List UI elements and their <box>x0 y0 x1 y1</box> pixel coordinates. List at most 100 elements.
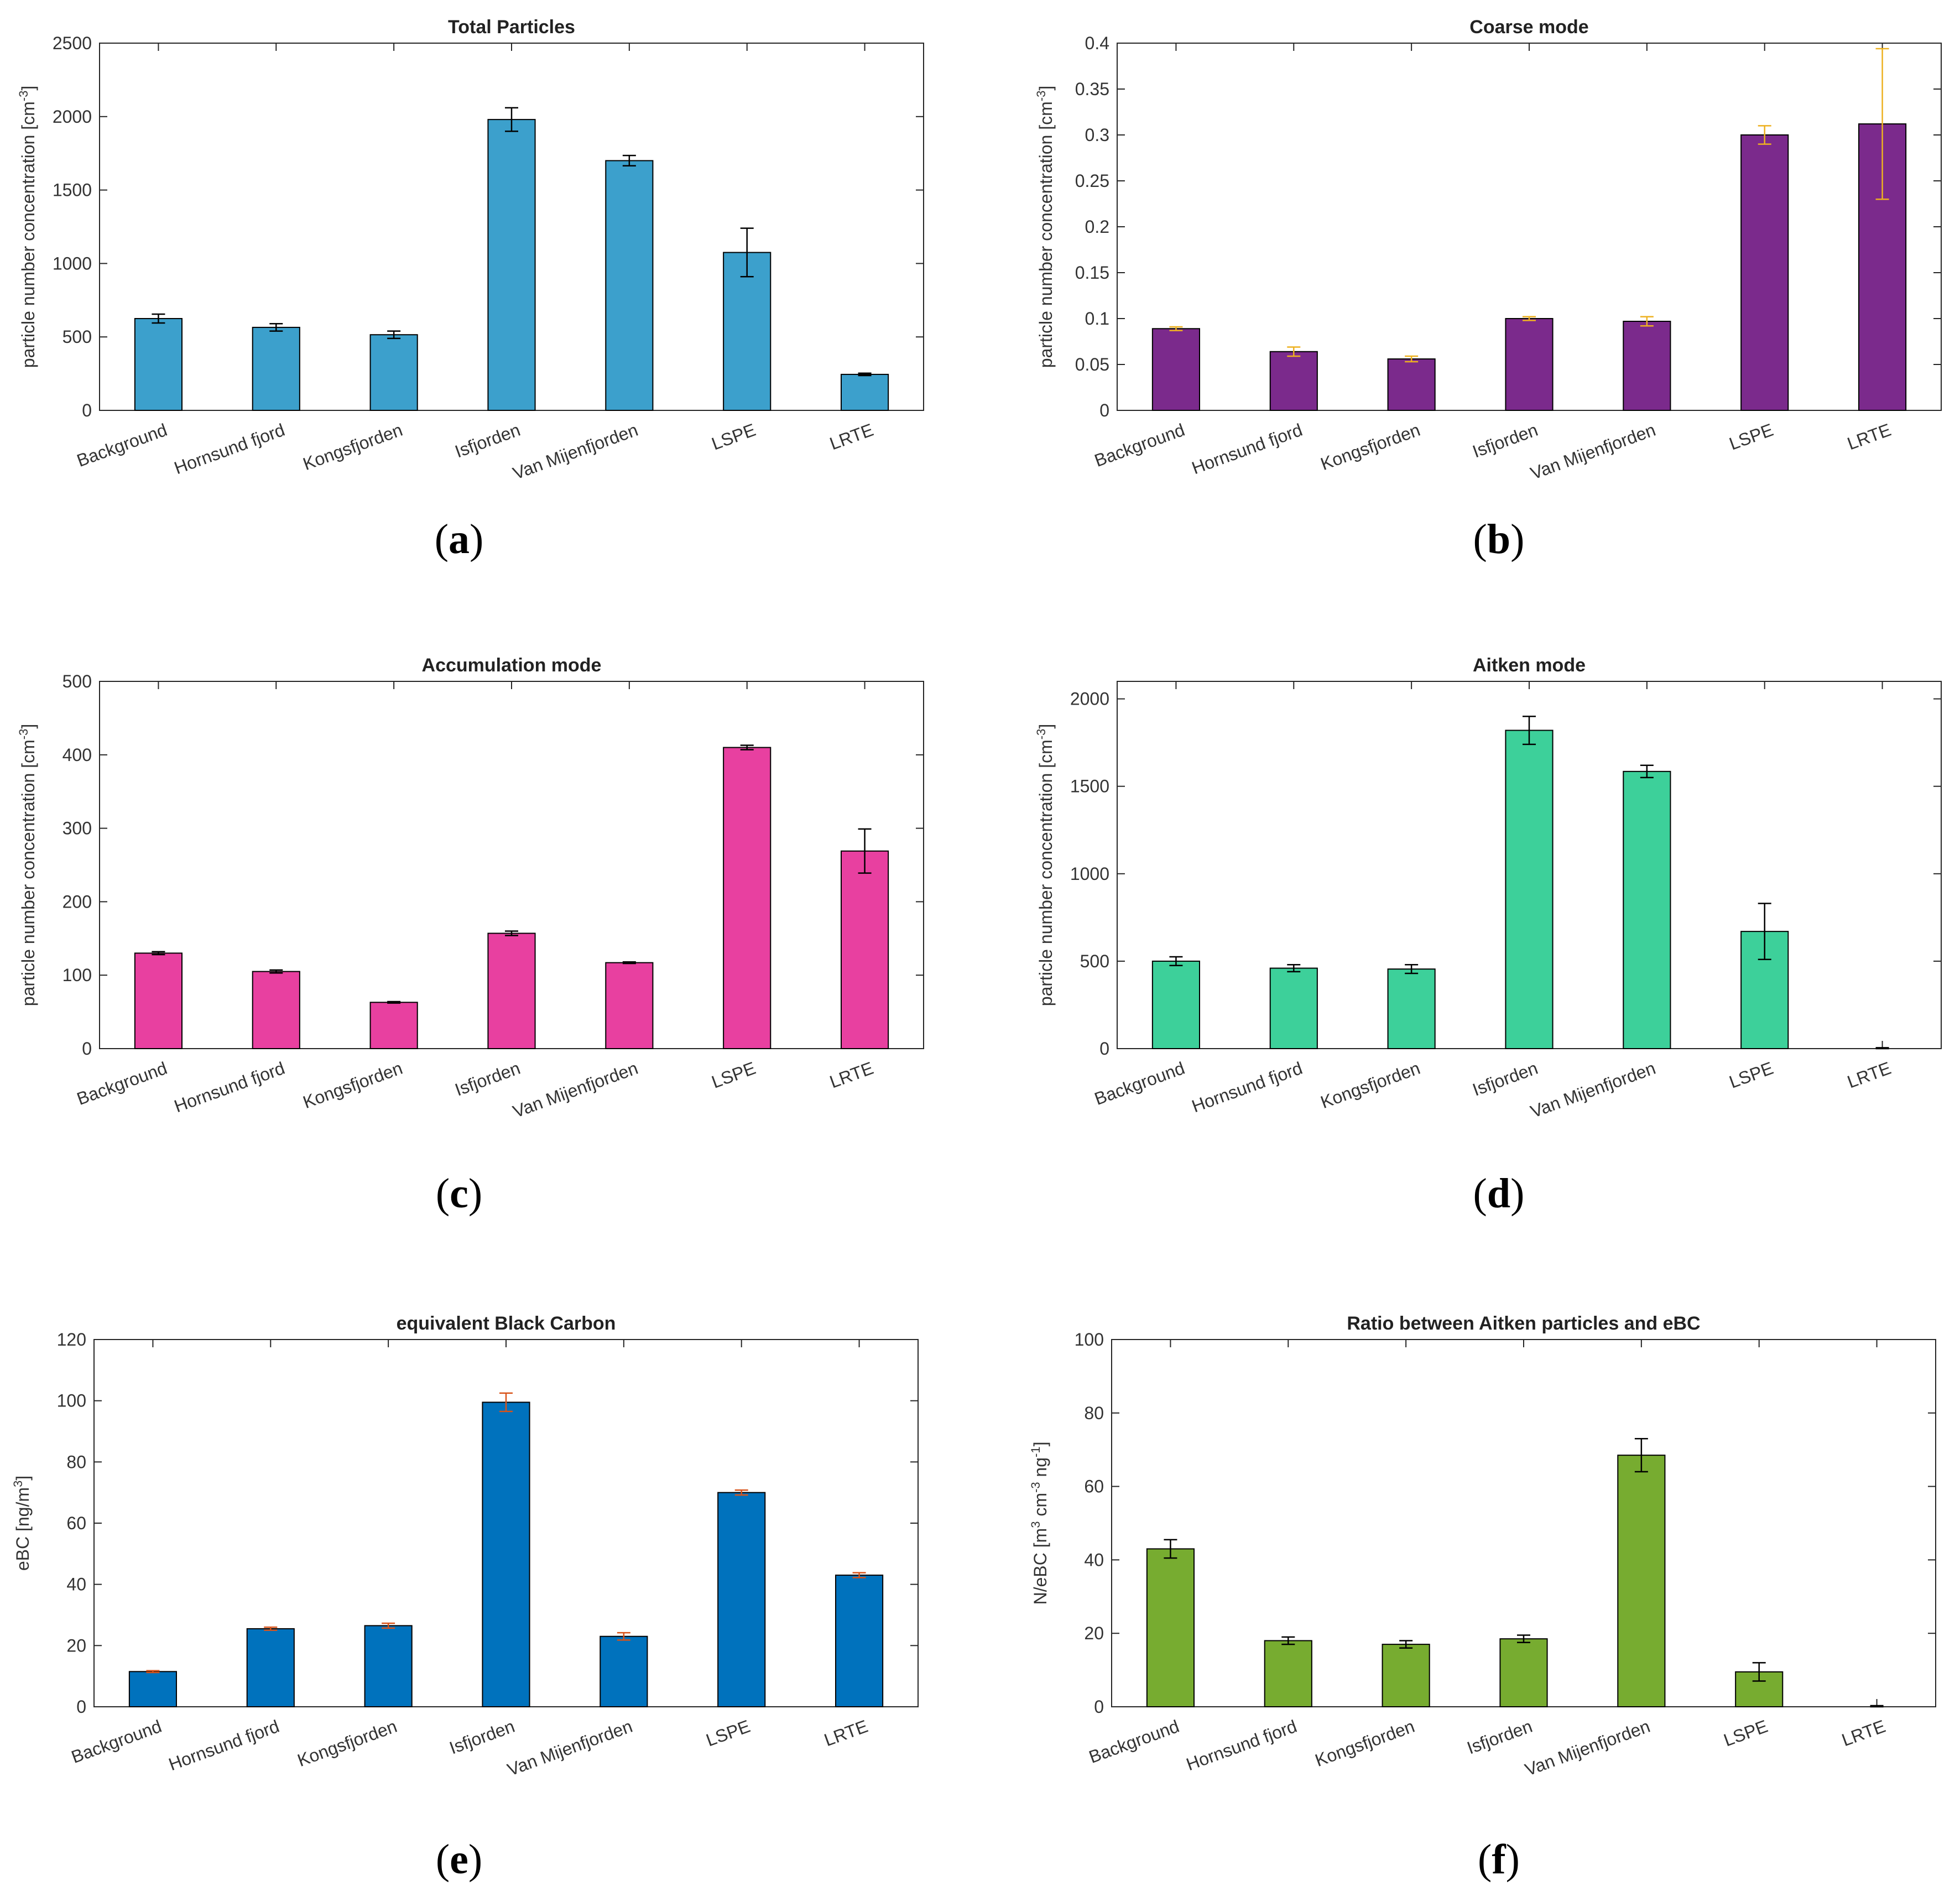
y-axis-label: particle number concentration [cm-3] <box>1034 86 1056 368</box>
y-tick-label: 500 <box>1080 951 1109 971</box>
bar <box>369 1002 418 1050</box>
y-axis-label: eBC [ng/m3] <box>11 1476 33 1571</box>
caption-paren: ( <box>435 516 449 562</box>
y-tick-label: 0.4 <box>1085 33 1109 53</box>
y-axis-label: particle number concentration [cm-3] <box>17 724 38 1006</box>
caption-paren: ) <box>470 516 483 562</box>
y-tick-label: 0 <box>82 1039 92 1059</box>
bar <box>600 1635 648 1708</box>
caption-letter: a <box>449 516 470 562</box>
bar <box>134 952 183 1049</box>
y-axis-label-part: N/eBC [m <box>1030 1528 1050 1605</box>
y-tick-label: 0.35 <box>1075 79 1109 99</box>
bar <box>1617 1455 1666 1707</box>
y-tick-label: 100 <box>62 965 92 985</box>
y-tick-label: 0 <box>1094 1697 1104 1717</box>
bar <box>1623 320 1671 411</box>
y-axis-label-part: ] <box>13 1476 33 1481</box>
chart-title: Ratio between Aitken particles and eBC <box>1347 1313 1700 1334</box>
y-tick-label: 0 <box>1099 400 1109 420</box>
panel-caption: (b) <box>1473 516 1525 562</box>
bar <box>717 1492 766 1708</box>
chart-title: Accumulation mode <box>422 655 602 676</box>
y-tick-label: 1000 <box>1070 864 1109 884</box>
y-axis-label-superscript: -3 <box>17 729 30 740</box>
chart-title: Total Particles <box>448 17 575 38</box>
y-axis-label-superscript: -3 <box>17 91 30 102</box>
y-tick-label: 100 <box>57 1391 86 1411</box>
y-axis-label-part: eBC [ng/m <box>13 1487 33 1571</box>
y-axis-label-superscript: -1 <box>1029 1446 1042 1457</box>
y-tick-label: 0 <box>82 400 92 420</box>
panel-caption: (e) <box>436 1836 482 1883</box>
bar <box>1740 134 1789 411</box>
caption-paren: ( <box>1478 1836 1492 1883</box>
y-axis-label-part: particle number concentration [cm <box>1036 101 1056 368</box>
y-axis-label-superscript: 3 <box>1029 1521 1042 1528</box>
y-tick-label: 40 <box>66 1575 86 1594</box>
caption-paren: ) <box>1510 516 1524 562</box>
caption-paren: ) <box>1506 1836 1520 1883</box>
caption-paren: ( <box>436 1170 450 1217</box>
bar <box>723 747 772 1049</box>
bar <box>246 1628 295 1707</box>
caption-paren: ( <box>1473 1170 1487 1217</box>
bar <box>1269 967 1318 1049</box>
bar <box>1387 358 1436 411</box>
bar <box>128 1671 178 1708</box>
y-axis-label-superscript: -3 <box>1029 1482 1042 1493</box>
y-tick-label: 500 <box>62 671 92 691</box>
y-axis-label-part: ng <box>1030 1457 1050 1482</box>
y-tick-label: 0.2 <box>1085 217 1109 237</box>
y-axis-label-part: particle number concentration [cm <box>1036 739 1056 1006</box>
y-axis-label: N/eBC [m3 cm-3 ng-1] <box>1029 1442 1050 1605</box>
caption-letter: b <box>1487 516 1510 562</box>
y-axis-label-superscript: -3 <box>1034 729 1048 740</box>
bar <box>841 850 889 1049</box>
bar <box>1623 770 1671 1050</box>
bar <box>1146 1548 1195 1707</box>
y-axis-label-part: ] <box>1036 724 1056 729</box>
y-tick-label: 1000 <box>53 253 92 273</box>
bar <box>369 334 418 411</box>
y-tick-label: 2500 <box>53 33 92 53</box>
y-axis-label-part: ] <box>1036 86 1056 91</box>
y-tick-label: 1500 <box>1070 777 1109 796</box>
y-tick-label: 0.05 <box>1075 355 1109 374</box>
bar <box>723 252 772 411</box>
caption-paren: ) <box>468 1836 482 1883</box>
caption-paren: ) <box>1510 1170 1524 1217</box>
caption-letter: e <box>450 1836 468 1883</box>
y-tick-label: 500 <box>62 327 92 347</box>
bar <box>482 1401 530 1707</box>
y-tick-label: 1500 <box>53 180 92 200</box>
bar <box>841 373 889 411</box>
caption-paren: ( <box>436 1836 450 1883</box>
bar <box>1387 968 1436 1049</box>
caption-letter: c <box>450 1170 468 1217</box>
bar <box>1269 351 1318 411</box>
bar <box>252 326 300 411</box>
bar <box>1264 1640 1312 1707</box>
y-tick-label: 120 <box>57 1330 86 1349</box>
panel-caption: (d) <box>1473 1170 1525 1217</box>
chart-title: equivalent Black Carbon <box>397 1313 616 1334</box>
y-axis-label: particle number concentration [cm-3] <box>1034 724 1056 1006</box>
bar <box>605 962 654 1050</box>
bar <box>1505 318 1554 411</box>
caption-letter: d <box>1487 1170 1510 1217</box>
y-axis-label-part: particle number concentration [cm <box>18 739 38 1006</box>
bar <box>1151 328 1201 411</box>
y-tick-label: 400 <box>62 745 92 765</box>
panel-caption: (c) <box>436 1170 482 1217</box>
y-tick-label: 200 <box>62 892 92 911</box>
bar <box>605 160 654 411</box>
y-tick-label: 0 <box>76 1697 86 1717</box>
y-tick-label: 300 <box>62 819 92 838</box>
chart-title: Aitken mode <box>1473 655 1586 676</box>
y-tick-label: 40 <box>1084 1550 1104 1570</box>
bar <box>835 1575 884 1707</box>
caption-paren: ( <box>1473 516 1487 562</box>
